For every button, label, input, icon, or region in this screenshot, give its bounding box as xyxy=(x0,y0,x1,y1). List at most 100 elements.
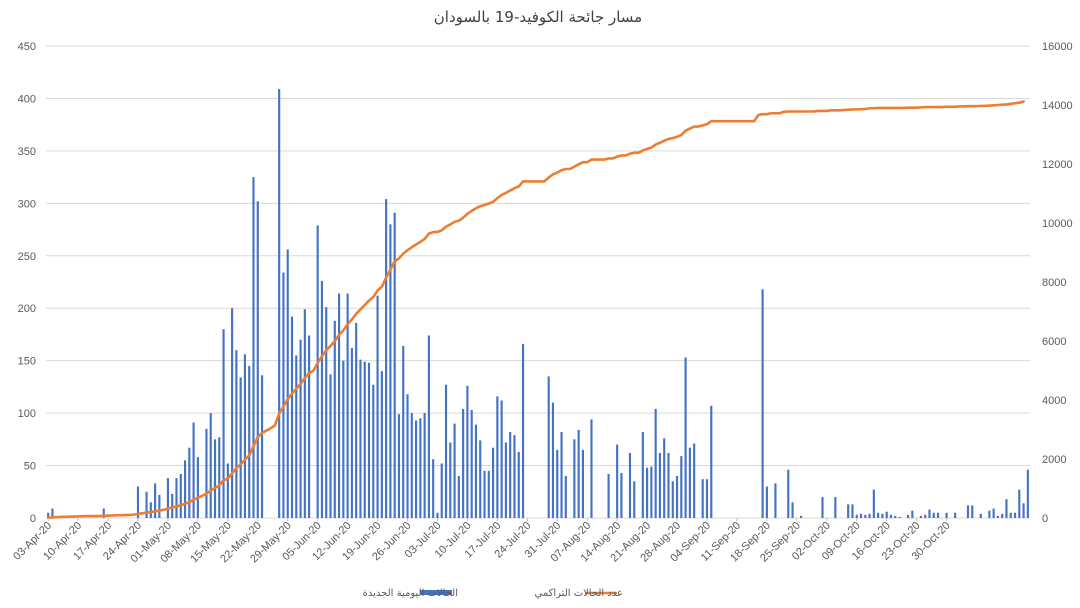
legend-swatch-daily xyxy=(420,590,452,595)
daily-bar xyxy=(761,289,764,518)
daily-bar xyxy=(787,469,790,518)
daily-bar xyxy=(363,361,366,518)
right-axis-tick-label: 0 xyxy=(1042,513,1048,525)
left-axis-tick-label: 200 xyxy=(18,303,36,315)
daily-bar xyxy=(607,473,610,518)
daily-bar xyxy=(800,515,803,518)
daily-bar xyxy=(474,424,478,518)
daily-bar xyxy=(521,343,525,518)
cumulative-line xyxy=(46,100,1025,520)
daily-bar xyxy=(898,516,901,518)
daily-bar xyxy=(316,225,319,519)
legend-label-daily: الحالات اليومية الجديدة xyxy=(363,588,458,599)
daily-bar xyxy=(483,470,486,518)
daily-bar xyxy=(466,385,469,518)
daily-bar xyxy=(175,478,178,518)
daily-bar xyxy=(791,502,794,518)
daily-bar xyxy=(359,359,362,518)
daily-bar xyxy=(992,508,995,518)
daily-bar xyxy=(701,479,704,518)
daily-bar xyxy=(500,400,503,518)
left-axis-tick-label: 150 xyxy=(18,356,36,368)
daily-bar xyxy=(919,515,922,518)
daily-bar xyxy=(231,308,234,518)
daily-bar xyxy=(333,320,336,518)
daily-bar xyxy=(158,494,161,518)
cumulative-cases-line-group xyxy=(46,100,1025,520)
daily-bar xyxy=(889,514,893,518)
daily-bar xyxy=(278,89,281,518)
daily-bar xyxy=(988,510,991,518)
daily-bar xyxy=(385,199,388,518)
daily-bar xyxy=(855,514,858,518)
daily-bar xyxy=(218,437,221,518)
daily-bar xyxy=(877,512,880,518)
daily-bar xyxy=(517,451,520,518)
daily-bar xyxy=(581,449,584,518)
daily-bar xyxy=(295,355,298,518)
daily-bar xyxy=(226,463,229,518)
daily-bar xyxy=(1005,499,1008,518)
right-axis-tick-label: 8000 xyxy=(1042,277,1066,289)
daily-bar xyxy=(667,452,670,518)
daily-bar xyxy=(928,509,931,518)
daily-bar xyxy=(205,428,208,518)
daily-bar xyxy=(1013,512,1017,518)
daily-bar xyxy=(355,322,358,518)
daily-bar xyxy=(547,376,550,518)
daily-bar xyxy=(320,280,324,518)
daily-bar xyxy=(851,504,854,518)
daily-bar xyxy=(868,513,871,518)
daily-bar xyxy=(415,420,418,518)
daily-bar xyxy=(693,443,696,518)
daily-bar xyxy=(658,452,661,518)
daily-bar xyxy=(710,405,713,518)
left-axis-tick-label: 250 xyxy=(18,251,36,263)
daily-bar xyxy=(303,309,306,518)
legend-label-cumulative: عدد الحالات التراكمي xyxy=(535,588,624,599)
daily-bar xyxy=(290,316,294,518)
right-axis-tick-label: 12000 xyxy=(1042,159,1073,171)
daily-bar xyxy=(628,452,632,518)
daily-bar xyxy=(51,508,54,518)
daily-bar xyxy=(222,329,225,518)
daily-bar xyxy=(209,413,212,518)
daily-bar xyxy=(650,466,653,518)
daily-bar xyxy=(183,460,187,518)
daily-bar xyxy=(936,512,940,518)
daily-bar xyxy=(590,419,593,518)
daily-bar xyxy=(260,375,264,518)
daily-bar xyxy=(286,249,289,519)
daily-bar xyxy=(440,463,443,518)
right-axis-tick-label: 14000 xyxy=(1042,100,1073,112)
right-axis-tick-label: 4000 xyxy=(1042,395,1066,407)
daily-bar xyxy=(166,478,169,518)
daily-bar xyxy=(196,457,199,518)
daily-bar xyxy=(1009,512,1012,518)
left-axis-tick-label: 450 xyxy=(18,41,36,53)
daily-bar xyxy=(496,396,499,518)
daily-bar xyxy=(881,513,884,518)
daily-bar xyxy=(492,447,495,518)
daily-bar xyxy=(688,447,691,518)
right-axis-tick-label: 6000 xyxy=(1042,336,1066,348)
daily-bar xyxy=(945,512,948,518)
daily-bar xyxy=(376,295,379,518)
left-axis-tick-label: 100 xyxy=(18,408,36,420)
daily-bar xyxy=(633,481,636,518)
daily-bar xyxy=(479,440,482,518)
daily-bar xyxy=(239,377,242,518)
daily-bar xyxy=(705,479,709,518)
daily-bar xyxy=(136,486,140,518)
daily-bar xyxy=(1001,513,1004,518)
daily-bar xyxy=(282,272,285,518)
daily-bar xyxy=(243,354,247,518)
daily-bar xyxy=(449,442,452,518)
daily-bar xyxy=(188,447,191,518)
daily-bar xyxy=(179,473,182,518)
daily-bar xyxy=(372,384,375,518)
daily-bar xyxy=(641,431,644,518)
daily-bar xyxy=(346,293,349,518)
daily-bar xyxy=(462,408,465,518)
daily-bar xyxy=(560,431,563,518)
